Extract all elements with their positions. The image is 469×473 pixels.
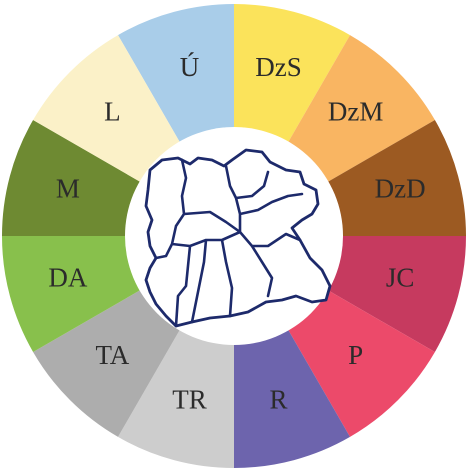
segment-m bbox=[2, 120, 141, 236]
wheel-segments bbox=[2, 4, 466, 468]
segment-da bbox=[2, 236, 141, 352]
region-map-border bbox=[154, 158, 304, 328]
segment-dzs bbox=[234, 4, 350, 143]
segment-label-da: DA bbox=[48, 263, 87, 293]
segment-tr bbox=[118, 329, 234, 468]
segment-label-ú: Ú bbox=[180, 52, 200, 82]
segment-l bbox=[33, 35, 180, 182]
segment-p bbox=[288, 290, 435, 437]
region-map-outline bbox=[144, 148, 332, 328]
segment-label-dzd: DzD bbox=[375, 174, 426, 204]
segment-label-r: R bbox=[270, 384, 288, 414]
segment-label-ta: TA bbox=[95, 340, 129, 370]
segment-dzd bbox=[327, 120, 466, 236]
segment-r bbox=[234, 329, 350, 468]
wheel-labels: Ú DzS DzM DzD JC P R TR TA DA M L bbox=[48, 52, 425, 414]
segment-jc bbox=[327, 236, 466, 352]
segment-ú bbox=[118, 4, 234, 143]
segment-label-p: P bbox=[348, 340, 363, 370]
segment-label-m: M bbox=[56, 174, 80, 204]
segment-ta bbox=[33, 290, 180, 437]
segment-label-l: L bbox=[104, 97, 121, 127]
segment-label-dzm: DzM bbox=[328, 97, 384, 127]
segment-label-jc: JC bbox=[386, 263, 415, 293]
segment-label-tr: TR bbox=[172, 384, 207, 414]
segment-label-dzs: DzS bbox=[255, 52, 302, 82]
region-map-icon bbox=[144, 148, 332, 328]
segment-dzm bbox=[288, 35, 435, 182]
